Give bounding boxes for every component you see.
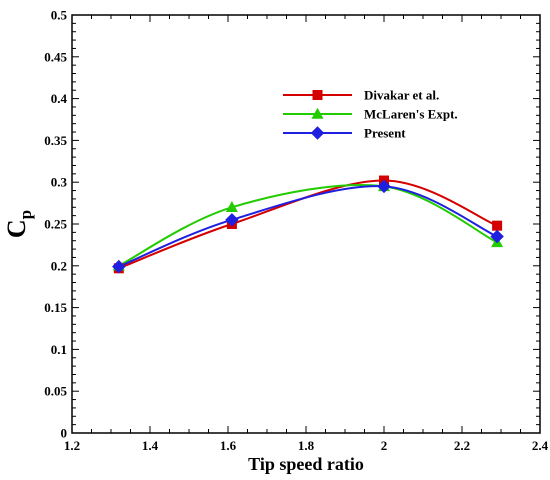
x-tick-label: 1.4 — [142, 438, 159, 453]
y-tick-label: 0.05 — [44, 384, 67, 399]
y-tick-label: 0.35 — [44, 133, 67, 148]
series-3-point — [377, 179, 391, 194]
axis-tick-labels: 1.2 1.4 1.6 1.8 2 2.2 2.4 0 0.05 0.1 0.15 0.2 0.25 0.… — [44, 8, 548, 454]
series-1-point — [492, 220, 503, 231]
y-tick-label: 0 — [61, 426, 68, 441]
x-tick-label: 1.8 — [298, 438, 315, 453]
x-tick-label: 2 — [381, 438, 388, 453]
y-tick-label: 0.5 — [51, 8, 68, 23]
y-axis-label-subscript: p — [16, 210, 35, 219]
series-line-1 — [118, 179, 498, 270]
y-tick-label: 0.45 — [44, 49, 67, 64]
legend-marker-3 — [310, 126, 325, 140]
plot-frame — [71, 14, 541, 434]
y-tick-label: 0.2 — [51, 258, 67, 273]
legend-label-2: McLaren's Expt. — [364, 107, 458, 122]
y-tick-label: 0.3 — [51, 175, 68, 190]
legend-marker-2 — [311, 107, 324, 119]
legend-marker-1 — [312, 90, 323, 100]
series-3-point — [112, 259, 126, 274]
legend: Divakar et al. McLaren's Expt. Present — [283, 88, 458, 141]
y-axis-label: Cp — [2, 210, 35, 238]
axis-ticks — [71, 14, 541, 434]
x-tick-label: 2.4 — [532, 438, 549, 453]
legend-label-3: Present — [364, 126, 406, 141]
y-tick-label: 0.15 — [44, 300, 67, 315]
series-curves — [118, 179, 498, 270]
series-line-3 — [118, 185, 498, 268]
y-tick-label: 0.1 — [51, 342, 67, 357]
series-markers — [112, 175, 504, 274]
series-2-point — [225, 201, 238, 213]
x-tick-label: 1.6 — [220, 438, 237, 453]
series-line-2 — [118, 183, 498, 267]
y-axis-label-main: C — [2, 219, 31, 238]
x-tick-label: 1.2 — [64, 438, 80, 453]
y-tick-label: 0.25 — [44, 217, 67, 232]
series-3-point — [225, 213, 239, 227]
x-axis-label: Tip speed ratio — [248, 454, 364, 474]
x-tick-label: 2.2 — [454, 438, 470, 453]
legend-label-1: Divakar et al. — [364, 88, 439, 103]
y-tick-label: 0.4 — [51, 91, 68, 106]
series-3-point — [490, 229, 504, 244]
